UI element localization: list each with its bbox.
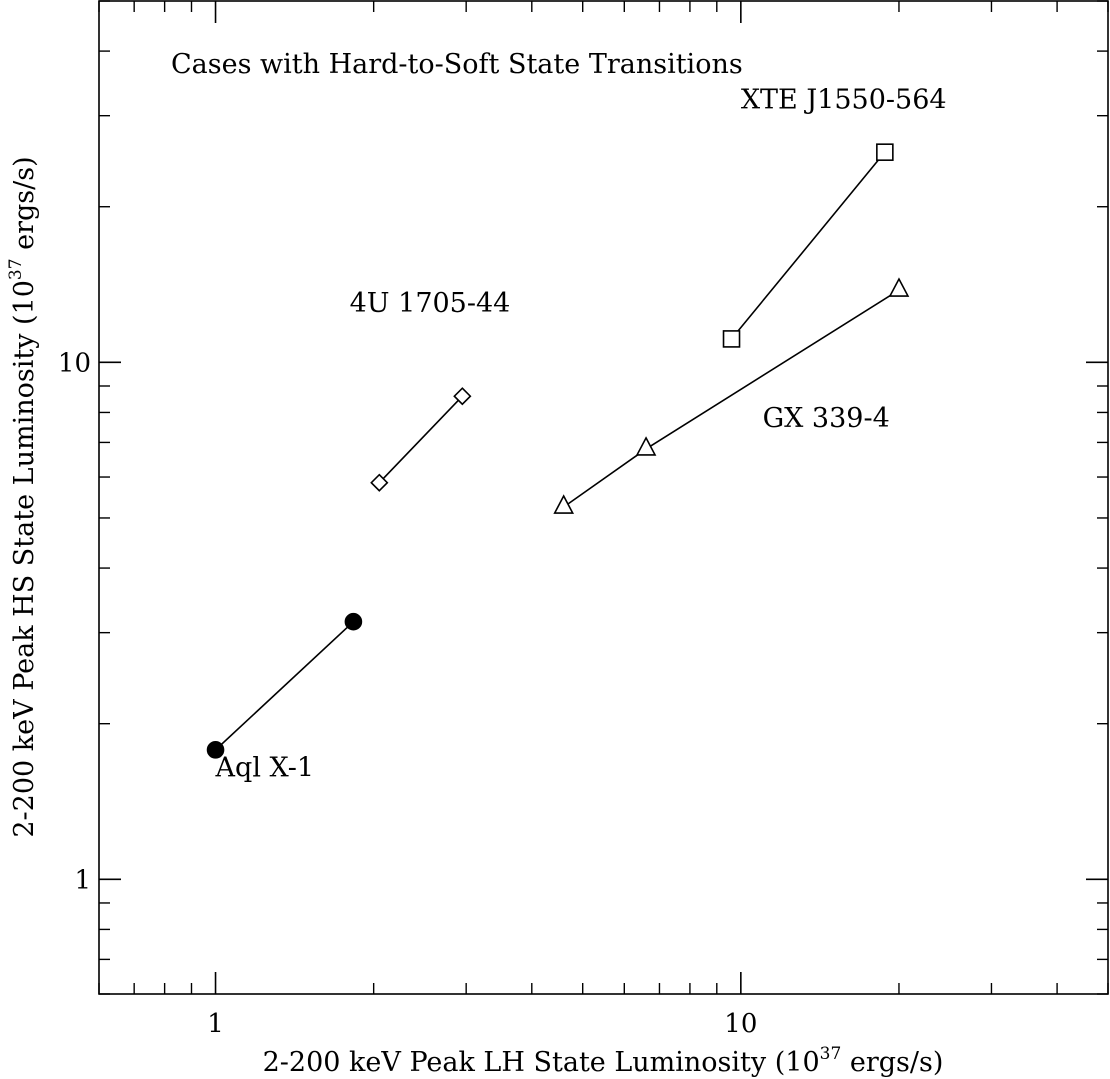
y-axis-label-unit: ergs/s) [9,156,40,258]
series-line-aql-x-1 [214,621,354,751]
data-point-aql-x-1 [344,612,363,631]
y-axis-label-exponent: 37 [6,258,26,280]
series-label-aql-x-1: Aql X-1 [215,753,315,784]
plot-frame [98,0,1109,995]
data-point-gx-339-4 [553,494,575,514]
series-label-gx-339-4: GX 339-4 [763,403,890,434]
series-label-xte-j1550-564: XTE J1550-564 [741,84,947,115]
series-line-4u-1705-44 [378,395,463,484]
data-point-4u-1705-44 [453,387,472,406]
x-axis-label-main: 2-200 keV Peak LH State Luminosity (10 [263,1047,820,1078]
y-tick-label: 10 [58,348,91,378]
data-marks [206,143,910,759]
x-axis-label-exponent: 37 [820,1044,842,1064]
data-labels: Aql X-1 4U 1705-44 GX 339-4 XTE J1550-564 [215,84,947,783]
axis-ticks: 1 10 1 10 [58,0,1109,1039]
data-point-gx-339-4 [635,436,657,456]
data-point-4u-1705-44 [370,473,389,492]
data-point-gx-339-4 [888,277,910,297]
y-tick-label: 1 [74,865,91,895]
x-axis-label-unit: ergs/s) [841,1047,943,1078]
y-axis-label-main: 2-200 keV Peak HS State Luminosity (10 [9,280,40,838]
data-point-aql-x-1 [206,741,225,759]
y-axis-label: 2-200 keV Peak HS State Luminosity (1037… [6,156,40,837]
x-tick-label: 1 [207,1009,224,1039]
x-axis-label: 2-200 keV Peak LH State Luminosity (1037… [263,1044,944,1078]
data-point-xte-j1550-564 [876,143,894,161]
x-tick-label: 10 [724,1009,757,1039]
chart-title: Cases with Hard-to-Soft State Transition… [171,49,743,80]
data-point-xte-j1550-564 [722,330,741,348]
series-line-xte-j1550-564 [730,151,886,340]
series-label-4u-1705-44: 4U 1705-44 [350,288,511,319]
